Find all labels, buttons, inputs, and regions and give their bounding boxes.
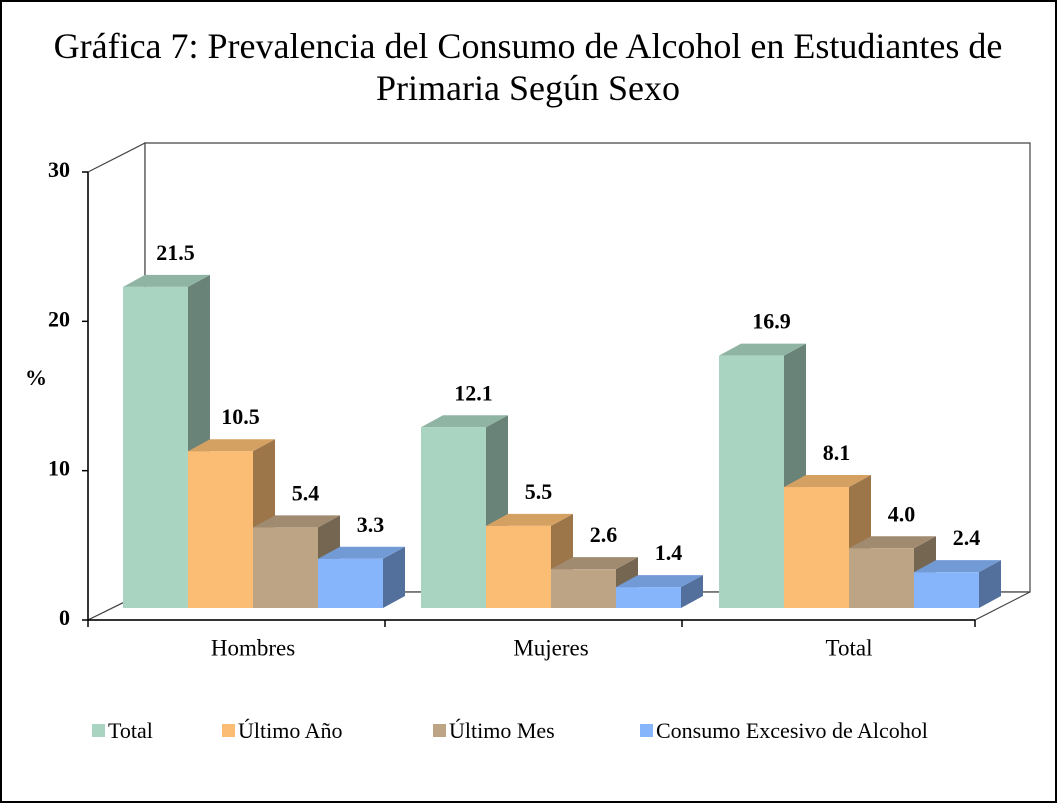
legend-swatch: [222, 724, 235, 737]
legend-label: Último Año: [238, 718, 343, 743]
legend-swatch: [92, 724, 105, 737]
bar: [486, 525, 551, 608]
bar: [123, 286, 188, 608]
bar-top: [253, 515, 340, 528]
bar: [719, 355, 784, 608]
value-label: 16.9: [752, 309, 791, 334]
y-tick-label: 30: [48, 157, 70, 182]
value-label: 3.3: [357, 512, 385, 537]
value-label: 8.1: [823, 440, 851, 465]
bar: [253, 527, 318, 608]
bar: [318, 558, 383, 608]
legend-label: Consumo Excesivo de Alcohol: [656, 718, 928, 743]
legend-swatch: [433, 724, 446, 737]
value-label: 2.6: [590, 522, 618, 547]
value-label: 10.5: [221, 404, 260, 429]
bar-top: [849, 536, 936, 549]
bar: [914, 572, 979, 608]
value-label: 12.1: [454, 380, 493, 405]
bar-side: [383, 546, 405, 608]
bar-top: [318, 546, 405, 559]
bar-top: [123, 274, 210, 287]
value-label: 5.5: [525, 479, 553, 504]
y-tick-label: 0: [59, 605, 70, 630]
x-tick-label: Hombres: [211, 635, 295, 660]
bar-top: [486, 513, 573, 526]
bar: [616, 587, 681, 608]
bar-top: [616, 575, 703, 588]
value-label: 5.4: [292, 480, 320, 505]
bar-side: [681, 575, 703, 608]
legend-label: Último Mes: [449, 718, 555, 743]
bar-side: [979, 560, 1001, 608]
bar-top: [188, 439, 275, 452]
x-tick-label: Total: [826, 635, 873, 660]
y-tick-label: 20: [48, 306, 70, 331]
value-label: 4.0: [888, 501, 916, 526]
bar: [784, 487, 849, 608]
bar: [849, 548, 914, 608]
value-label: 2.4: [953, 525, 981, 550]
bar-top: [421, 415, 508, 428]
value-label: 21.5: [156, 240, 195, 265]
bar-top: [784, 475, 871, 488]
bar-top: [551, 557, 638, 570]
value-label: 1.4: [655, 540, 683, 565]
bar-top: [914, 560, 1001, 573]
bar-top: [719, 343, 806, 356]
legend-swatch: [640, 724, 653, 737]
bar: [551, 569, 616, 608]
legend-label: Total: [108, 718, 153, 743]
bar: [188, 451, 253, 608]
bar: [421, 427, 486, 608]
y-tick-label: 10: [48, 456, 70, 481]
x-tick-label: Mujeres: [513, 635, 588, 660]
y-axis-label: %: [25, 365, 47, 390]
chart-title: Gráfica 7: Prevalencia del Consumo de Al…: [54, 26, 1003, 108]
